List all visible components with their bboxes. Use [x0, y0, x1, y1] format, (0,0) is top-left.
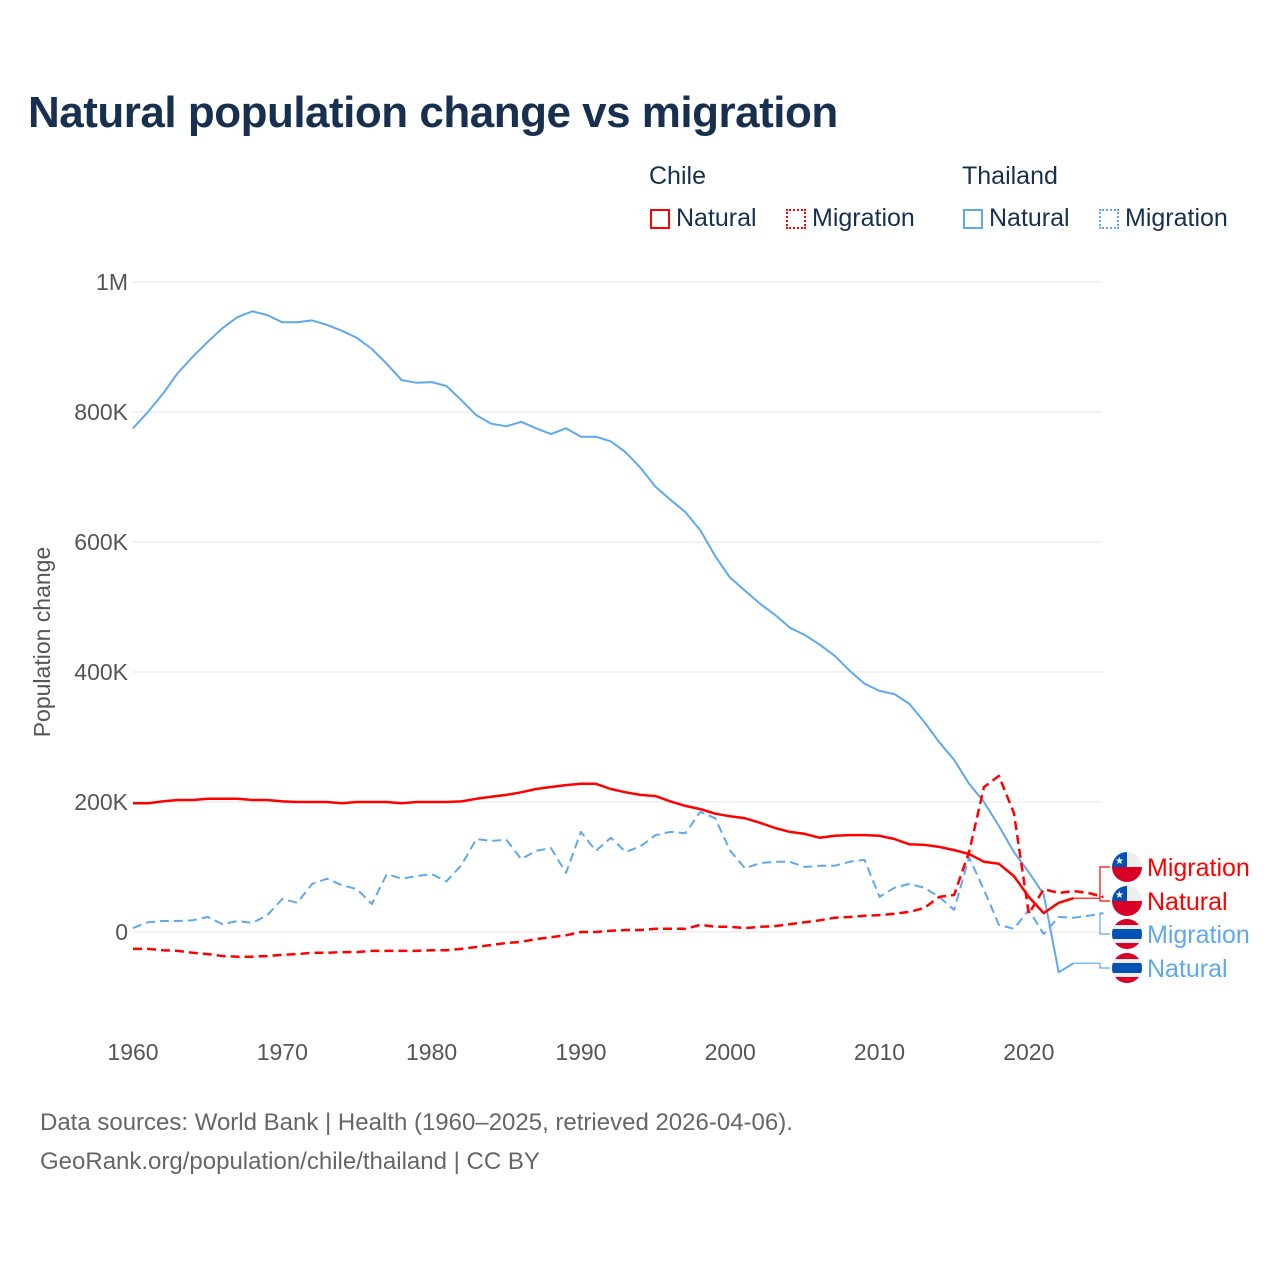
y-tick-label: 200K	[74, 789, 128, 815]
legend-group-thailand: Thailand	[962, 162, 1058, 190]
legend-thailand-migration[interactable]: Migration	[1099, 204, 1228, 233]
chile-flag-icon: ★	[1112, 852, 1142, 882]
x-tick-label: 1960	[107, 1039, 158, 1065]
x-tick-label: 2010	[854, 1039, 905, 1065]
y-tick-label: 800K	[74, 399, 128, 425]
thailand-flag-icon	[1112, 919, 1142, 949]
legend-swatch-solid	[963, 208, 983, 229]
thailand-flag-icon	[1112, 953, 1142, 983]
x-tick-label: 1990	[555, 1039, 606, 1065]
x-tick-label: 1970	[257, 1039, 308, 1065]
chart-title: Natural population change vs migration	[28, 88, 838, 137]
y-tick-label: 0	[115, 919, 128, 945]
y-tick-label: 600K	[74, 529, 128, 555]
label-leader-line	[1073, 897, 1110, 902]
legend-label: Migration	[1125, 204, 1228, 232]
legend-swatch-solid	[650, 208, 670, 229]
label-leader-line	[1099, 866, 1110, 898]
x-tick-label: 2000	[705, 1039, 756, 1065]
label-leader-line	[1099, 912, 1110, 935]
legend-swatch-dotted	[786, 208, 806, 229]
series-line-thailand-migration[interactable]	[132, 810, 1104, 935]
series-end-label: Migration	[1147, 921, 1250, 949]
series-end-label: Natural	[1147, 955, 1228, 983]
legend-label: Migration	[812, 204, 915, 232]
x-tick-label: 1980	[406, 1039, 457, 1065]
series-line-thailand-natural[interactable]	[132, 310, 1075, 974]
legend-swatch-dotted	[1099, 208, 1119, 229]
legend-label: Natural	[989, 204, 1070, 232]
y-axis-label: Population change	[29, 547, 55, 738]
footer-link[interactable]: GeoRank.org/population/chile/thailand | …	[40, 1148, 540, 1175]
svg-text:★: ★	[1115, 890, 1124, 901]
svg-text:★: ★	[1115, 856, 1124, 867]
series-end-label: Natural	[1147, 888, 1228, 916]
series-line-chile-migration[interactable]	[133, 774, 1104, 958]
legend-chile-natural[interactable]: Natural	[650, 204, 757, 233]
legend-label: Natural	[676, 204, 757, 232]
series-end-label: Migration	[1147, 854, 1250, 882]
footer-source: Data sources: World Bank | Health (1960–…	[40, 1109, 793, 1136]
legend-group-chile: Chile	[649, 162, 706, 190]
label-leader-line	[1073, 962, 1110, 969]
legend-chile-migration[interactable]: Migration	[786, 204, 915, 233]
y-tick-label: 1M	[96, 269, 128, 295]
y-tick-label: 400K	[74, 659, 128, 685]
series-line-chile-natural[interactable]	[133, 782, 1074, 915]
x-tick-label: 2020	[1003, 1039, 1054, 1065]
legend-thailand-natural[interactable]: Natural	[963, 204, 1070, 233]
chile-flag-icon: ★	[1112, 886, 1142, 916]
